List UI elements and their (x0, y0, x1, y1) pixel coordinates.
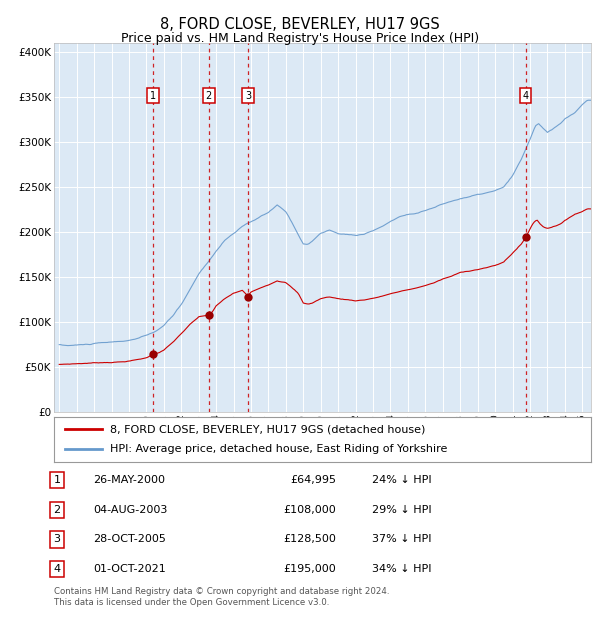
Text: Contains HM Land Registry data © Crown copyright and database right 2024.
This d: Contains HM Land Registry data © Crown c… (54, 587, 389, 606)
Text: 34% ↓ HPI: 34% ↓ HPI (372, 564, 431, 574)
Text: £64,995: £64,995 (290, 475, 336, 485)
Text: 2: 2 (206, 91, 212, 100)
Text: 04-AUG-2003: 04-AUG-2003 (93, 505, 167, 515)
Text: 28-OCT-2005: 28-OCT-2005 (93, 534, 166, 544)
Text: 24% ↓ HPI: 24% ↓ HPI (372, 475, 431, 485)
Text: 29% ↓ HPI: 29% ↓ HPI (372, 505, 431, 515)
Text: 2: 2 (53, 505, 61, 515)
Text: 1: 1 (53, 475, 61, 485)
Text: HPI: Average price, detached house, East Riding of Yorkshire: HPI: Average price, detached house, East… (110, 445, 448, 454)
Text: 4: 4 (523, 91, 529, 100)
Text: Price paid vs. HM Land Registry's House Price Index (HPI): Price paid vs. HM Land Registry's House … (121, 32, 479, 45)
Text: 1: 1 (150, 91, 156, 100)
Text: £195,000: £195,000 (283, 564, 336, 574)
Text: £128,500: £128,500 (283, 534, 336, 544)
Text: 37% ↓ HPI: 37% ↓ HPI (372, 534, 431, 544)
Text: 3: 3 (53, 534, 61, 544)
Text: 8, FORD CLOSE, BEVERLEY, HU17 9GS: 8, FORD CLOSE, BEVERLEY, HU17 9GS (160, 17, 440, 32)
Text: £108,000: £108,000 (283, 505, 336, 515)
Text: 26-MAY-2000: 26-MAY-2000 (93, 475, 165, 485)
Text: 4: 4 (53, 564, 61, 574)
Text: 3: 3 (245, 91, 251, 100)
Text: 8, FORD CLOSE, BEVERLEY, HU17 9GS (detached house): 8, FORD CLOSE, BEVERLEY, HU17 9GS (detac… (110, 424, 426, 435)
Text: 01-OCT-2021: 01-OCT-2021 (93, 564, 166, 574)
